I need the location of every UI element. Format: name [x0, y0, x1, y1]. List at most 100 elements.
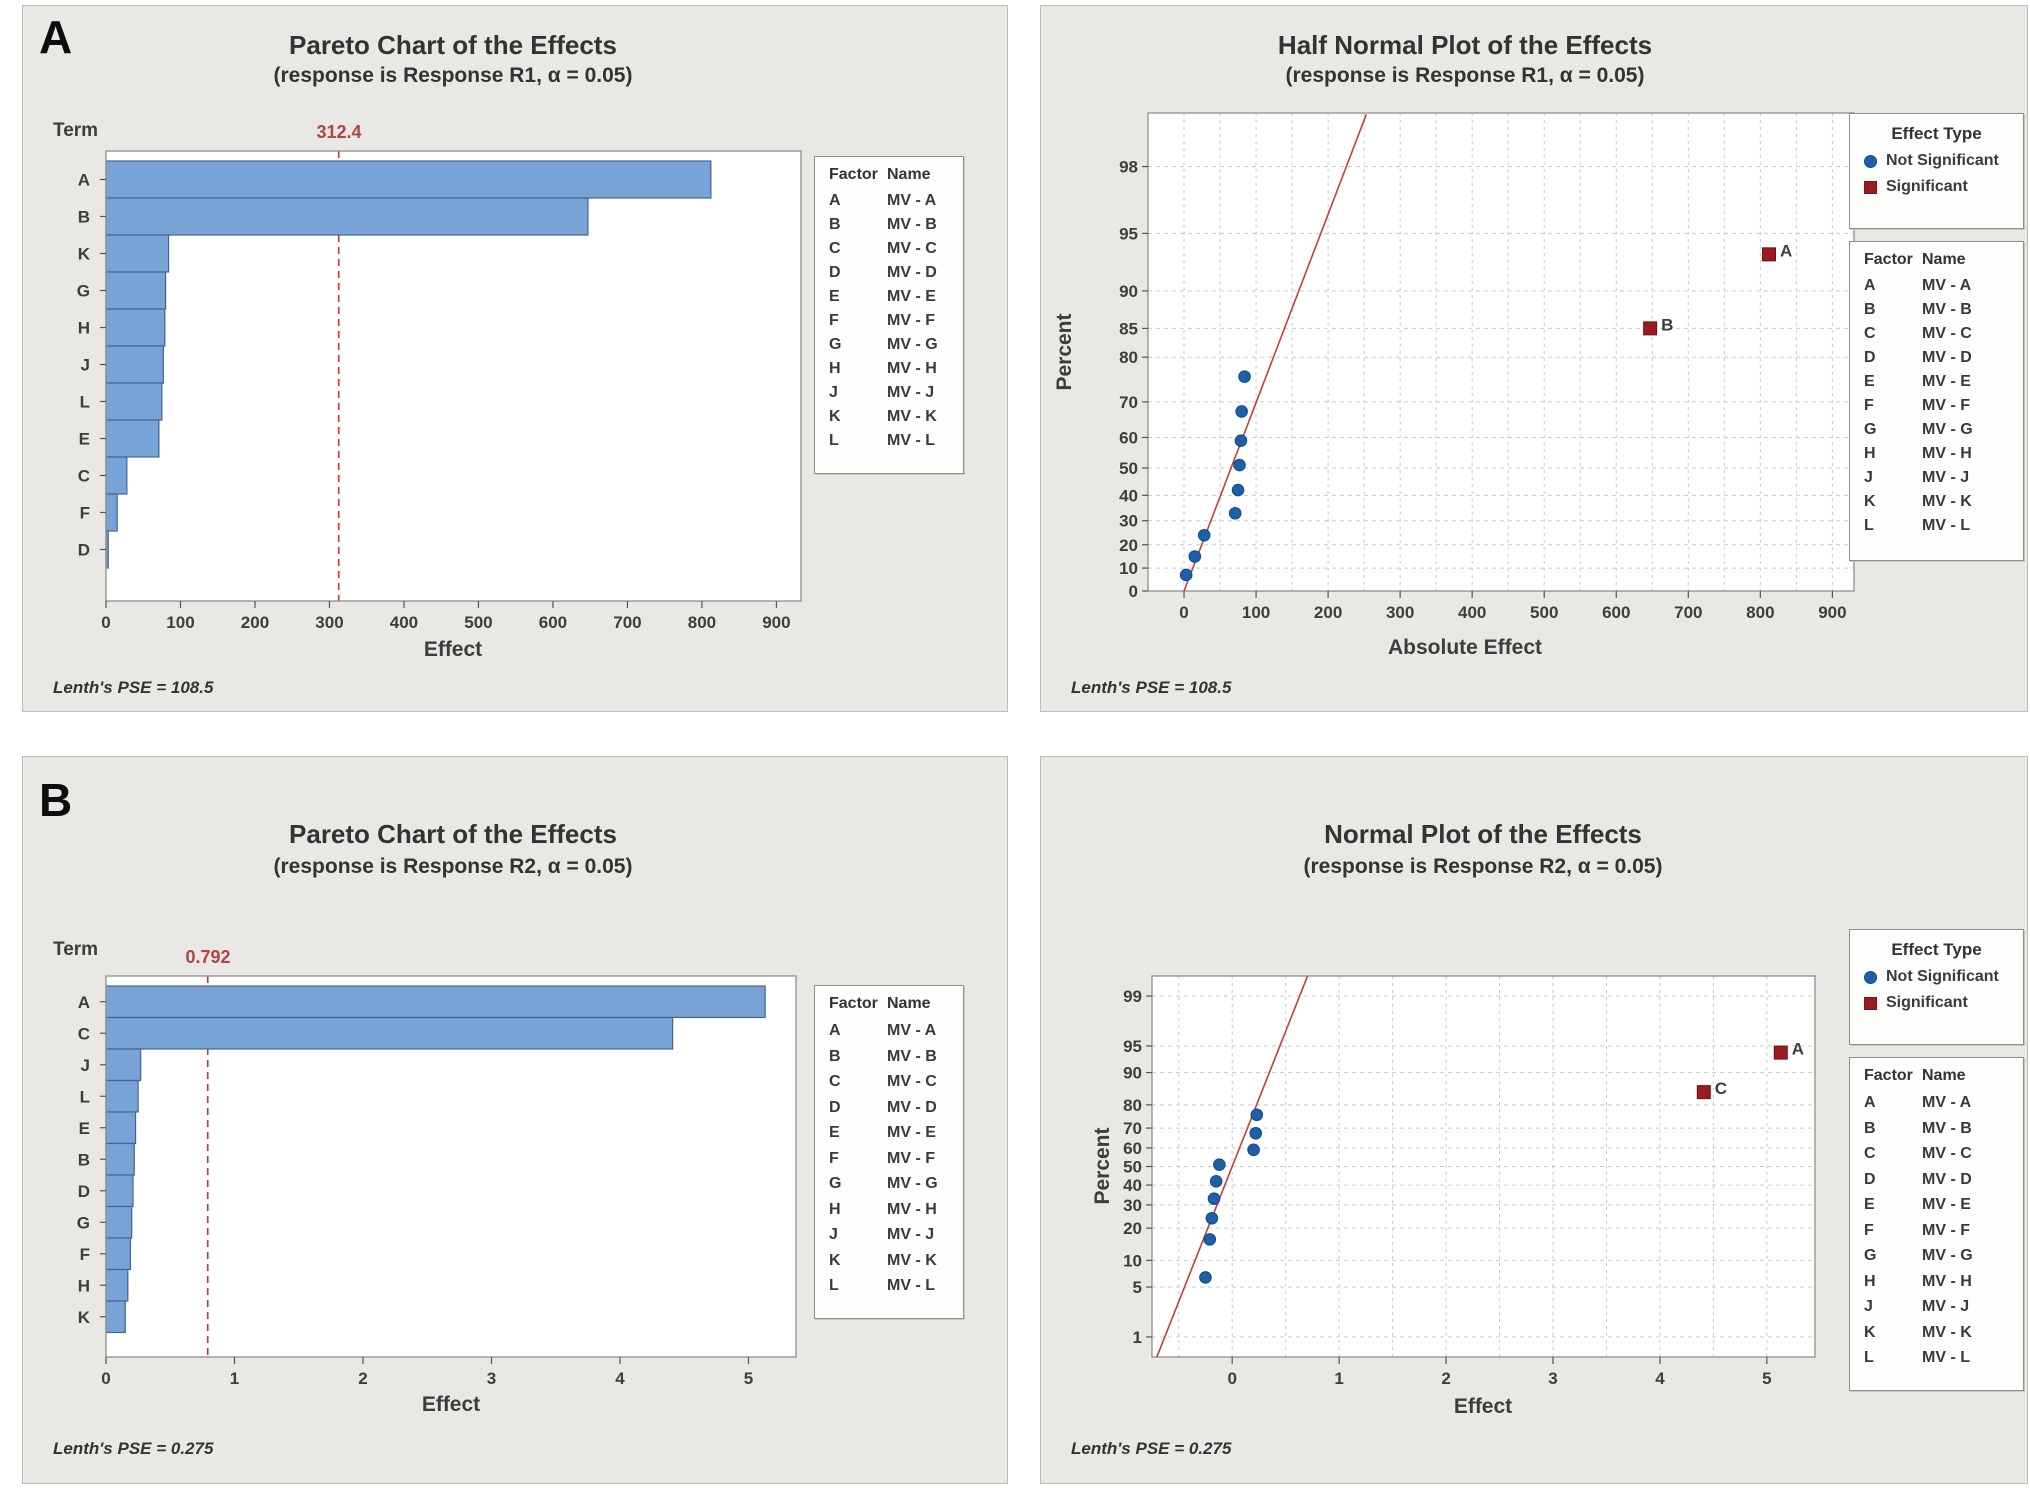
- x-tick-label: 600: [539, 613, 567, 632]
- factor-row-J: J MV - J: [1864, 1298, 1970, 1315]
- term-tick-K: K: [78, 245, 91, 264]
- x-tick-label: 5: [744, 1369, 753, 1388]
- legend-title: Effect Type: [1891, 124, 1982, 143]
- term-tick-J: J: [81, 1056, 90, 1075]
- factor-row-L: L MV - L: [829, 432, 935, 449]
- pareto-bar-L: [105, 382, 163, 421]
- pareto-bar-F: [105, 1237, 132, 1271]
- significant-point-A: [1773, 1045, 1788, 1060]
- significant-point-B: [1643, 321, 1658, 336]
- y-tick-label: 10: [1119, 559, 1138, 578]
- fit-line: [1183, 114, 1368, 591]
- pareto-bar-E: [105, 419, 160, 458]
- significant-marker-icon: [1864, 180, 1877, 194]
- factor-row-J: J MV - J: [829, 1226, 935, 1243]
- x-tick-label: 200: [1314, 603, 1342, 622]
- x-tick-label: 300: [315, 613, 343, 632]
- pareto-bar-C: [105, 456, 128, 495]
- y-tick-label: 90: [1119, 282, 1138, 301]
- factor-rows: A MV - A B MV - B C MV - C D MV - D E MV - E F MV -…: [815, 1018, 963, 1299]
- chart-subtitle: (response is Response R1, α = 0.05): [1285, 64, 1645, 87]
- factor-rows: A MV - A B MV - B C MV - C D MV - D E MV - E F MV -…: [1850, 274, 2023, 538]
- point-label-A: A: [1780, 241, 1792, 260]
- term-tick-D: D: [78, 541, 90, 560]
- factor-row-A: A MV - A: [829, 1022, 937, 1039]
- y-tick-label: 95: [1119, 224, 1138, 243]
- factor-row-H: H MV - H: [829, 360, 937, 377]
- x-tick-label: 800: [1746, 603, 1774, 622]
- not-significant-point: [1231, 483, 1245, 497]
- y-tick-label: 50: [1123, 1158, 1142, 1177]
- pareto-bar-B: [105, 1142, 135, 1176]
- point-label-A: A: [1792, 1040, 1804, 1059]
- y-tick-label: 30: [1123, 1196, 1142, 1215]
- chart-title: Pareto Chart of the Effects: [289, 30, 617, 60]
- factor-row-C: C MV - C: [1864, 1145, 1972, 1162]
- factor-row-D: D MV - D: [1864, 349, 1972, 366]
- not-significant-point: [1209, 1174, 1223, 1188]
- x-axis-label: Effect: [421, 1393, 481, 1416]
- x-tick-label: 500: [464, 613, 492, 632]
- x-tick-label: 100: [166, 613, 194, 632]
- lenth-pse-note: Lenth's PSE = 108.5: [1071, 678, 1232, 697]
- x-tick-label: 2: [358, 1369, 367, 1388]
- factor-row-D: D MV - D: [829, 264, 937, 281]
- pareto-bar-G: [105, 271, 167, 310]
- percent-axis-label: Percent: [1091, 1127, 1114, 1205]
- chart-title: Pareto Chart of the Effects: [289, 819, 617, 849]
- y-tick-label: 5: [1133, 1278, 1142, 1297]
- lenth-pse-note: Lenth's PSE = 0.275: [1071, 1439, 1232, 1458]
- y-tick-label: 50: [1119, 459, 1138, 478]
- not-significant-point: [1234, 434, 1248, 447]
- y-tick-label: 20: [1119, 536, 1138, 555]
- factor-row-B: B MV - B: [1864, 1119, 1972, 1137]
- reference-value-label: 312.4: [316, 122, 362, 142]
- factor-row-G: G MV - G: [829, 1175, 938, 1192]
- term-tick-B: B: [78, 208, 90, 227]
- factor-row-F: F MV - F: [829, 1149, 935, 1167]
- factor-rows: A MV - A B MV - B C MV - C D MV - D E MV - E F MV -…: [1850, 1090, 2023, 1371]
- pareto-bar-D: [105, 1174, 134, 1208]
- factor-table: Factor Name A MV - A B MV - B C MV - C D MV - D E…: [1849, 1057, 2024, 1391]
- factor-row-E: E MV - E: [1864, 373, 1971, 390]
- factor-row-G: G MV - G: [1864, 1247, 1973, 1264]
- significant-marker-icon: [1864, 996, 1877, 1010]
- x-tick-label: 700: [613, 613, 641, 632]
- x-tick-label: 200: [241, 613, 269, 632]
- not-significant-point: [1197, 528, 1211, 542]
- y-tick-label: 85: [1119, 319, 1138, 338]
- factor-row-A: A MV - A: [1864, 277, 1972, 294]
- chart-title: Half Normal Plot of the Effects: [1277, 30, 1653, 60]
- y-tick-label: 40: [1119, 486, 1138, 505]
- pareto-bar-J: [105, 1048, 142, 1082]
- panel-label-a: A: [39, 11, 73, 63]
- x-tick-label: 600: [1602, 603, 1630, 622]
- x-tick-label: 3: [487, 1369, 496, 1388]
- x-tick-label: 4: [1655, 1369, 1665, 1388]
- y-tick-label: 40: [1123, 1176, 1142, 1195]
- x-tick-label: 4: [615, 1369, 625, 1388]
- significant-point-A: [1761, 247, 1776, 262]
- y-tick-label: 30: [1119, 512, 1138, 531]
- x-tick-label: 900: [1818, 603, 1846, 622]
- factor-table: Factor Name A MV - A B MV - B C MV - C D MV - D E…: [814, 156, 964, 474]
- factor-row-A: A MV - A: [829, 192, 937, 209]
- legend-item-not-significant: Not Significant: [1850, 152, 2023, 170]
- x-tick-label: 400: [1458, 603, 1486, 622]
- not-significant-point: [1199, 1271, 1212, 1284]
- factor-row-H: H MV - H: [1864, 1272, 1972, 1290]
- x-axis-label: Absolute Effect: [1387, 636, 1542, 659]
- term-tick-F: F: [80, 1245, 90, 1264]
- term-tick-B: B: [78, 1150, 90, 1169]
- factor-row-H: H MV - H: [1864, 445, 1972, 462]
- factor-row-B: B MV - B: [829, 1047, 937, 1065]
- term-tick-G: G: [77, 1213, 90, 1232]
- not-significant-point: [1233, 458, 1246, 472]
- y-tick-label: 99: [1123, 987, 1142, 1006]
- factor-row-K: K MV - K: [829, 1251, 937, 1269]
- pareto-bar-E: [105, 1111, 137, 1145]
- chart-subtitle: (response is Response R2, α = 0.05): [273, 855, 633, 878]
- factor-row-G: G MV - G: [829, 336, 938, 353]
- not-significant-point: [1188, 550, 1202, 563]
